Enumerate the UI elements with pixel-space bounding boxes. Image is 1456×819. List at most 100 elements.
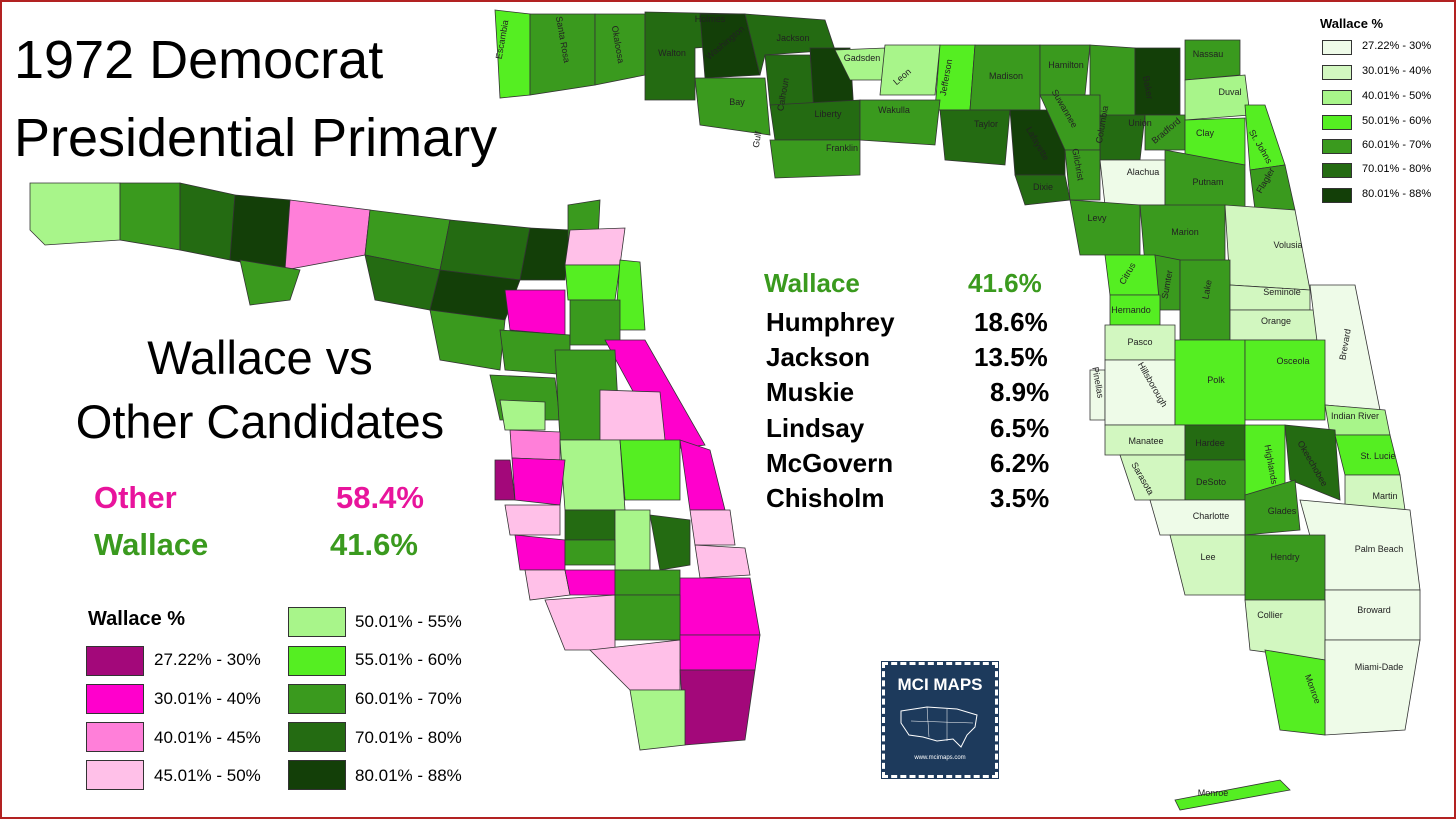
candidate-value: 13.5% <box>974 342 1048 372</box>
legend-label: 50.01% - 60% <box>1362 115 1432 127</box>
legend-label: 60.01% - 70% <box>355 689 462 708</box>
county-label: Holmes <box>695 14 726 24</box>
legend-swatch <box>86 684 144 714</box>
county-label: Broward <box>1357 605 1391 615</box>
county-label: Wakulla <box>878 105 910 115</box>
county-label: Polk <box>1207 375 1225 385</box>
legend-label: 70.01% - 80% <box>355 728 462 747</box>
legend-swatch <box>1322 163 1352 178</box>
legend-label: 27.22% - 30% <box>154 650 261 669</box>
county-label: Alachua <box>1127 167 1160 177</box>
legend-label: 80.01% - 88% <box>1362 188 1432 200</box>
county-label: Franklin <box>826 143 858 153</box>
county-label: Jackson <box>776 33 809 43</box>
county-label: Gadsden <box>844 53 881 63</box>
county-label: Indian River <box>1331 411 1379 421</box>
county-label: Bay <box>729 97 745 107</box>
page-title-line-2: Presidential Primary <box>14 108 498 168</box>
legend-swatch <box>86 760 144 790</box>
legend-swatch <box>1322 65 1352 80</box>
candidate-value: 6.2% <box>990 448 1050 478</box>
candidate-name: Jackson <box>766 342 871 372</box>
county-label: Osceola <box>1276 356 1309 366</box>
county-label: Pasco <box>1127 337 1152 347</box>
legend-swatch <box>288 722 346 752</box>
county-label: Marion <box>1171 227 1199 237</box>
legend-label: 45.01% - 50% <box>154 766 261 785</box>
county-label: Baker <box>1141 75 1155 100</box>
logo-title: MCI MAPS <box>897 675 983 694</box>
legend-label: 60.01% - 70% <box>1362 139 1432 151</box>
county-label: Manatee <box>1128 436 1163 446</box>
legend-label: 40.01% - 45% <box>154 728 261 747</box>
legend-title: Wallace % <box>1320 16 1384 31</box>
county-label: Martin <box>1372 491 1397 501</box>
legend-label: 50.01% - 55% <box>355 612 462 631</box>
candidate-value: 41.6% <box>968 268 1042 298</box>
candidate-value: 8.9% <box>990 377 1050 407</box>
candidate-name: Lindsay <box>766 413 865 443</box>
legend-label: 55.01% - 60% <box>355 650 462 669</box>
county-label: Miami-Dade <box>1355 662 1404 672</box>
legend-swatch <box>288 684 346 714</box>
county-label: Levy <box>1087 213 1107 223</box>
wallace-label: Wallace <box>94 527 209 562</box>
legend-swatch <box>1322 40 1352 55</box>
county-label: Nassau <box>1193 49 1224 59</box>
legend-swatch <box>1322 90 1352 105</box>
legend-swatch <box>1322 139 1352 154</box>
legend-title: Wallace % <box>88 608 186 630</box>
legend-label: 40.01% - 50% <box>1362 90 1432 102</box>
county-label: Volusia <box>1273 240 1302 250</box>
county-label: Sumter <box>1160 269 1175 299</box>
county-label: Hendry <box>1270 552 1300 562</box>
candidate-name: Muskie <box>766 377 855 407</box>
legend-swatch <box>288 760 346 790</box>
legend-label: 30.01% - 40% <box>1362 65 1432 77</box>
county-label: Union <box>1128 118 1152 128</box>
county-label: Gulf <box>751 130 764 148</box>
legend-swatch <box>1322 188 1352 203</box>
county-label: Hardee <box>1195 438 1225 448</box>
candidate-value: 6.5% <box>990 413 1050 443</box>
legend-label: 80.01% - 88% <box>355 766 462 785</box>
county-label: Hamilton <box>1048 60 1084 70</box>
county-label: St. Lucie <box>1360 451 1395 461</box>
county-label: Walton <box>658 48 686 58</box>
legend-swatch <box>86 722 144 752</box>
subtitle-line-2: Other Candidates <box>75 395 445 448</box>
county-label: Palm Beach <box>1355 544 1404 554</box>
county-label: Orange <box>1261 316 1291 326</box>
other-label: Other <box>94 480 177 515</box>
county-label: Madison <box>989 71 1023 81</box>
candidate-name: McGovern <box>766 448 894 478</box>
county-label: Lee <box>1200 552 1215 562</box>
candidate-value: 3.5% <box>990 483 1050 513</box>
legend-label: 70.01% - 80% <box>1362 163 1432 175</box>
county-label: Taylor <box>974 119 998 129</box>
candidate-value: 18.6% <box>974 307 1048 337</box>
legend-label: 27.22% - 30% <box>1362 40 1432 52</box>
logo-url: www.mcimaps.com <box>914 755 966 761</box>
candidate-name: Wallace <box>764 268 860 298</box>
county-label: Seminole <box>1263 287 1301 297</box>
small-florida-map <box>29 182 761 751</box>
mci-maps-logo: MCI MAPS www.mcimaps.com <box>881 661 999 779</box>
legend-swatch <box>86 646 144 676</box>
county-label: Liberty <box>814 109 842 119</box>
county-label: Hernando <box>1111 305 1151 315</box>
usa-map-icon <box>900 706 978 748</box>
wallace-value: 41.6% <box>330 527 418 562</box>
county-label: Clay <box>1196 128 1215 138</box>
county-label: Dixie <box>1033 182 1053 192</box>
county-label: Charlotte <box>1193 511 1230 521</box>
county-label: Collier <box>1257 610 1283 620</box>
legend-swatch <box>288 607 346 637</box>
legend-swatch <box>1322 115 1352 130</box>
candidate-name: Chisholm <box>766 483 885 513</box>
county-label: Lake <box>1200 279 1213 300</box>
legend-label: 30.01% - 40% <box>154 689 261 708</box>
large-florida-map <box>494 9 1421 811</box>
county-label: Putnam <box>1192 177 1223 187</box>
